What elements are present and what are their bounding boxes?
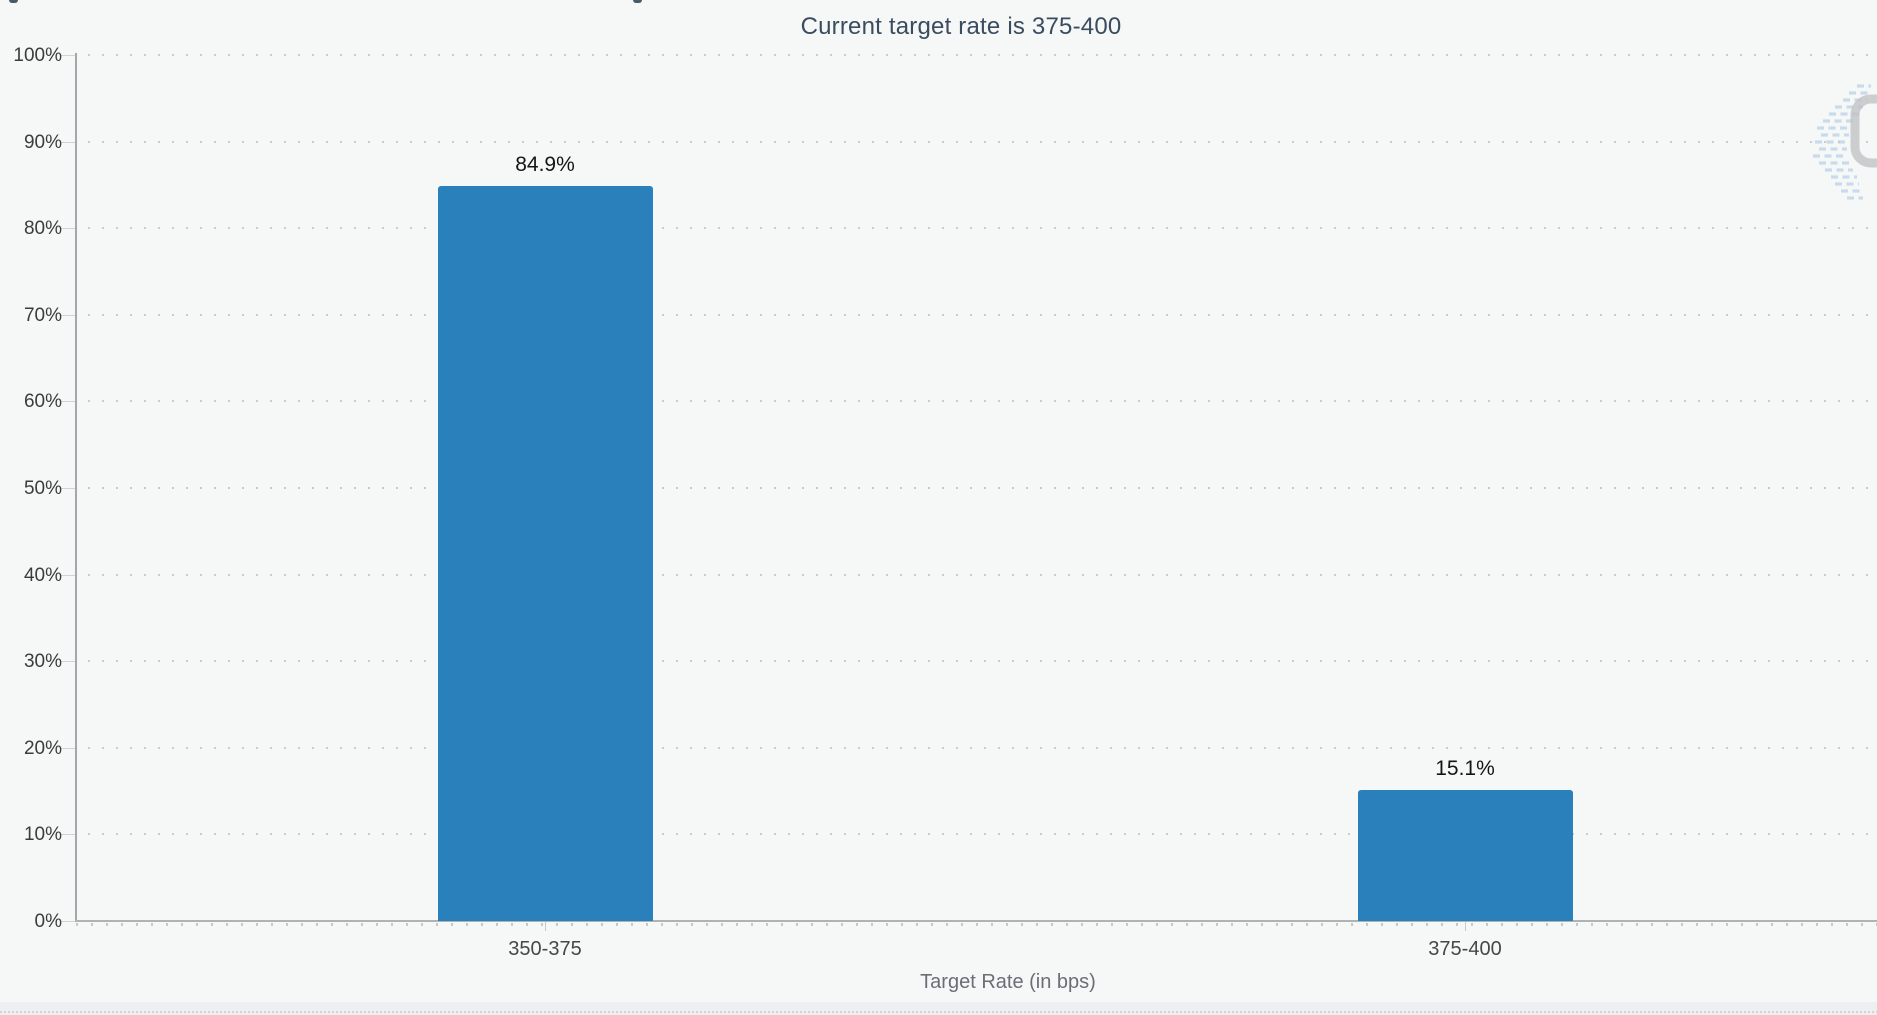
bar-350-375[interactable] [437,185,653,921]
y-axis-tick [61,574,75,576]
gridline-100% [88,54,1877,56]
bar-value-label-375-400: 15.1% [1435,757,1495,781]
y-axis-tick [61,661,75,663]
y-axis-tick [61,834,75,836]
gridline-50% [88,487,1877,489]
y-axis-tick [61,401,75,403]
y-axis-tick-label: 20% [23,737,62,759]
gridline-90% [88,140,1877,143]
cutoff-text-fragment [9,0,18,3]
y-axis-tick-label: 0% [34,911,62,932]
bar-value-label-350-375: 84.9% [515,152,575,176]
y-axis-tick [61,228,75,230]
y-axis-tick-label: 70% [23,304,62,326]
y-axis-tick-label: 100% [13,45,62,66]
gridline-80% [88,227,1877,230]
gridline-30% [88,660,1877,663]
cme-group-watermark-logo [1813,84,1877,200]
x-axis-category-tick [545,922,546,931]
gridline-40% [88,573,1877,576]
x-axis-category-label: 350-375 [508,938,582,960]
chart-title-text: Current target rate is 375-400 [800,13,1122,40]
y-axis-tick [61,141,75,143]
y-axis-tick [61,488,75,489]
y-axis-tick-label: 30% [23,651,62,673]
x-axis-minor-ticks [76,923,1877,926]
bottom-strip [0,1002,1877,1015]
y-axis-tick [61,55,75,56]
x-axis-line [75,920,1877,922]
y-axis-tick [61,747,75,749]
x-axis-title: Target Rate (in bps) [920,971,1096,993]
y-axis-tick [61,314,75,316]
gridline-10% [88,833,1877,836]
gridline-20% [88,746,1877,749]
cutoff-text-fragment [633,0,642,3]
y-axis-tick-label: 80% [23,218,62,240]
x-axis-category-label: 375-400 [1428,938,1502,960]
y-axis-line [75,53,77,922]
bar-375-400[interactable] [1357,790,1573,921]
y-axis-tick-label: 50% [23,478,62,499]
y-axis-tick-label: 10% [23,824,62,846]
chart-title: Current target rate is 375-400 [0,13,1877,41]
y-axis-tick-label: 90% [23,131,62,153]
gridline-70% [88,313,1877,316]
gridline-60% [88,400,1877,403]
y-axis-tick-label: 60% [23,391,62,413]
y-axis-tick [61,921,75,922]
x-axis-category-tick [1465,922,1466,931]
y-axis-tick-label: 40% [23,564,62,586]
